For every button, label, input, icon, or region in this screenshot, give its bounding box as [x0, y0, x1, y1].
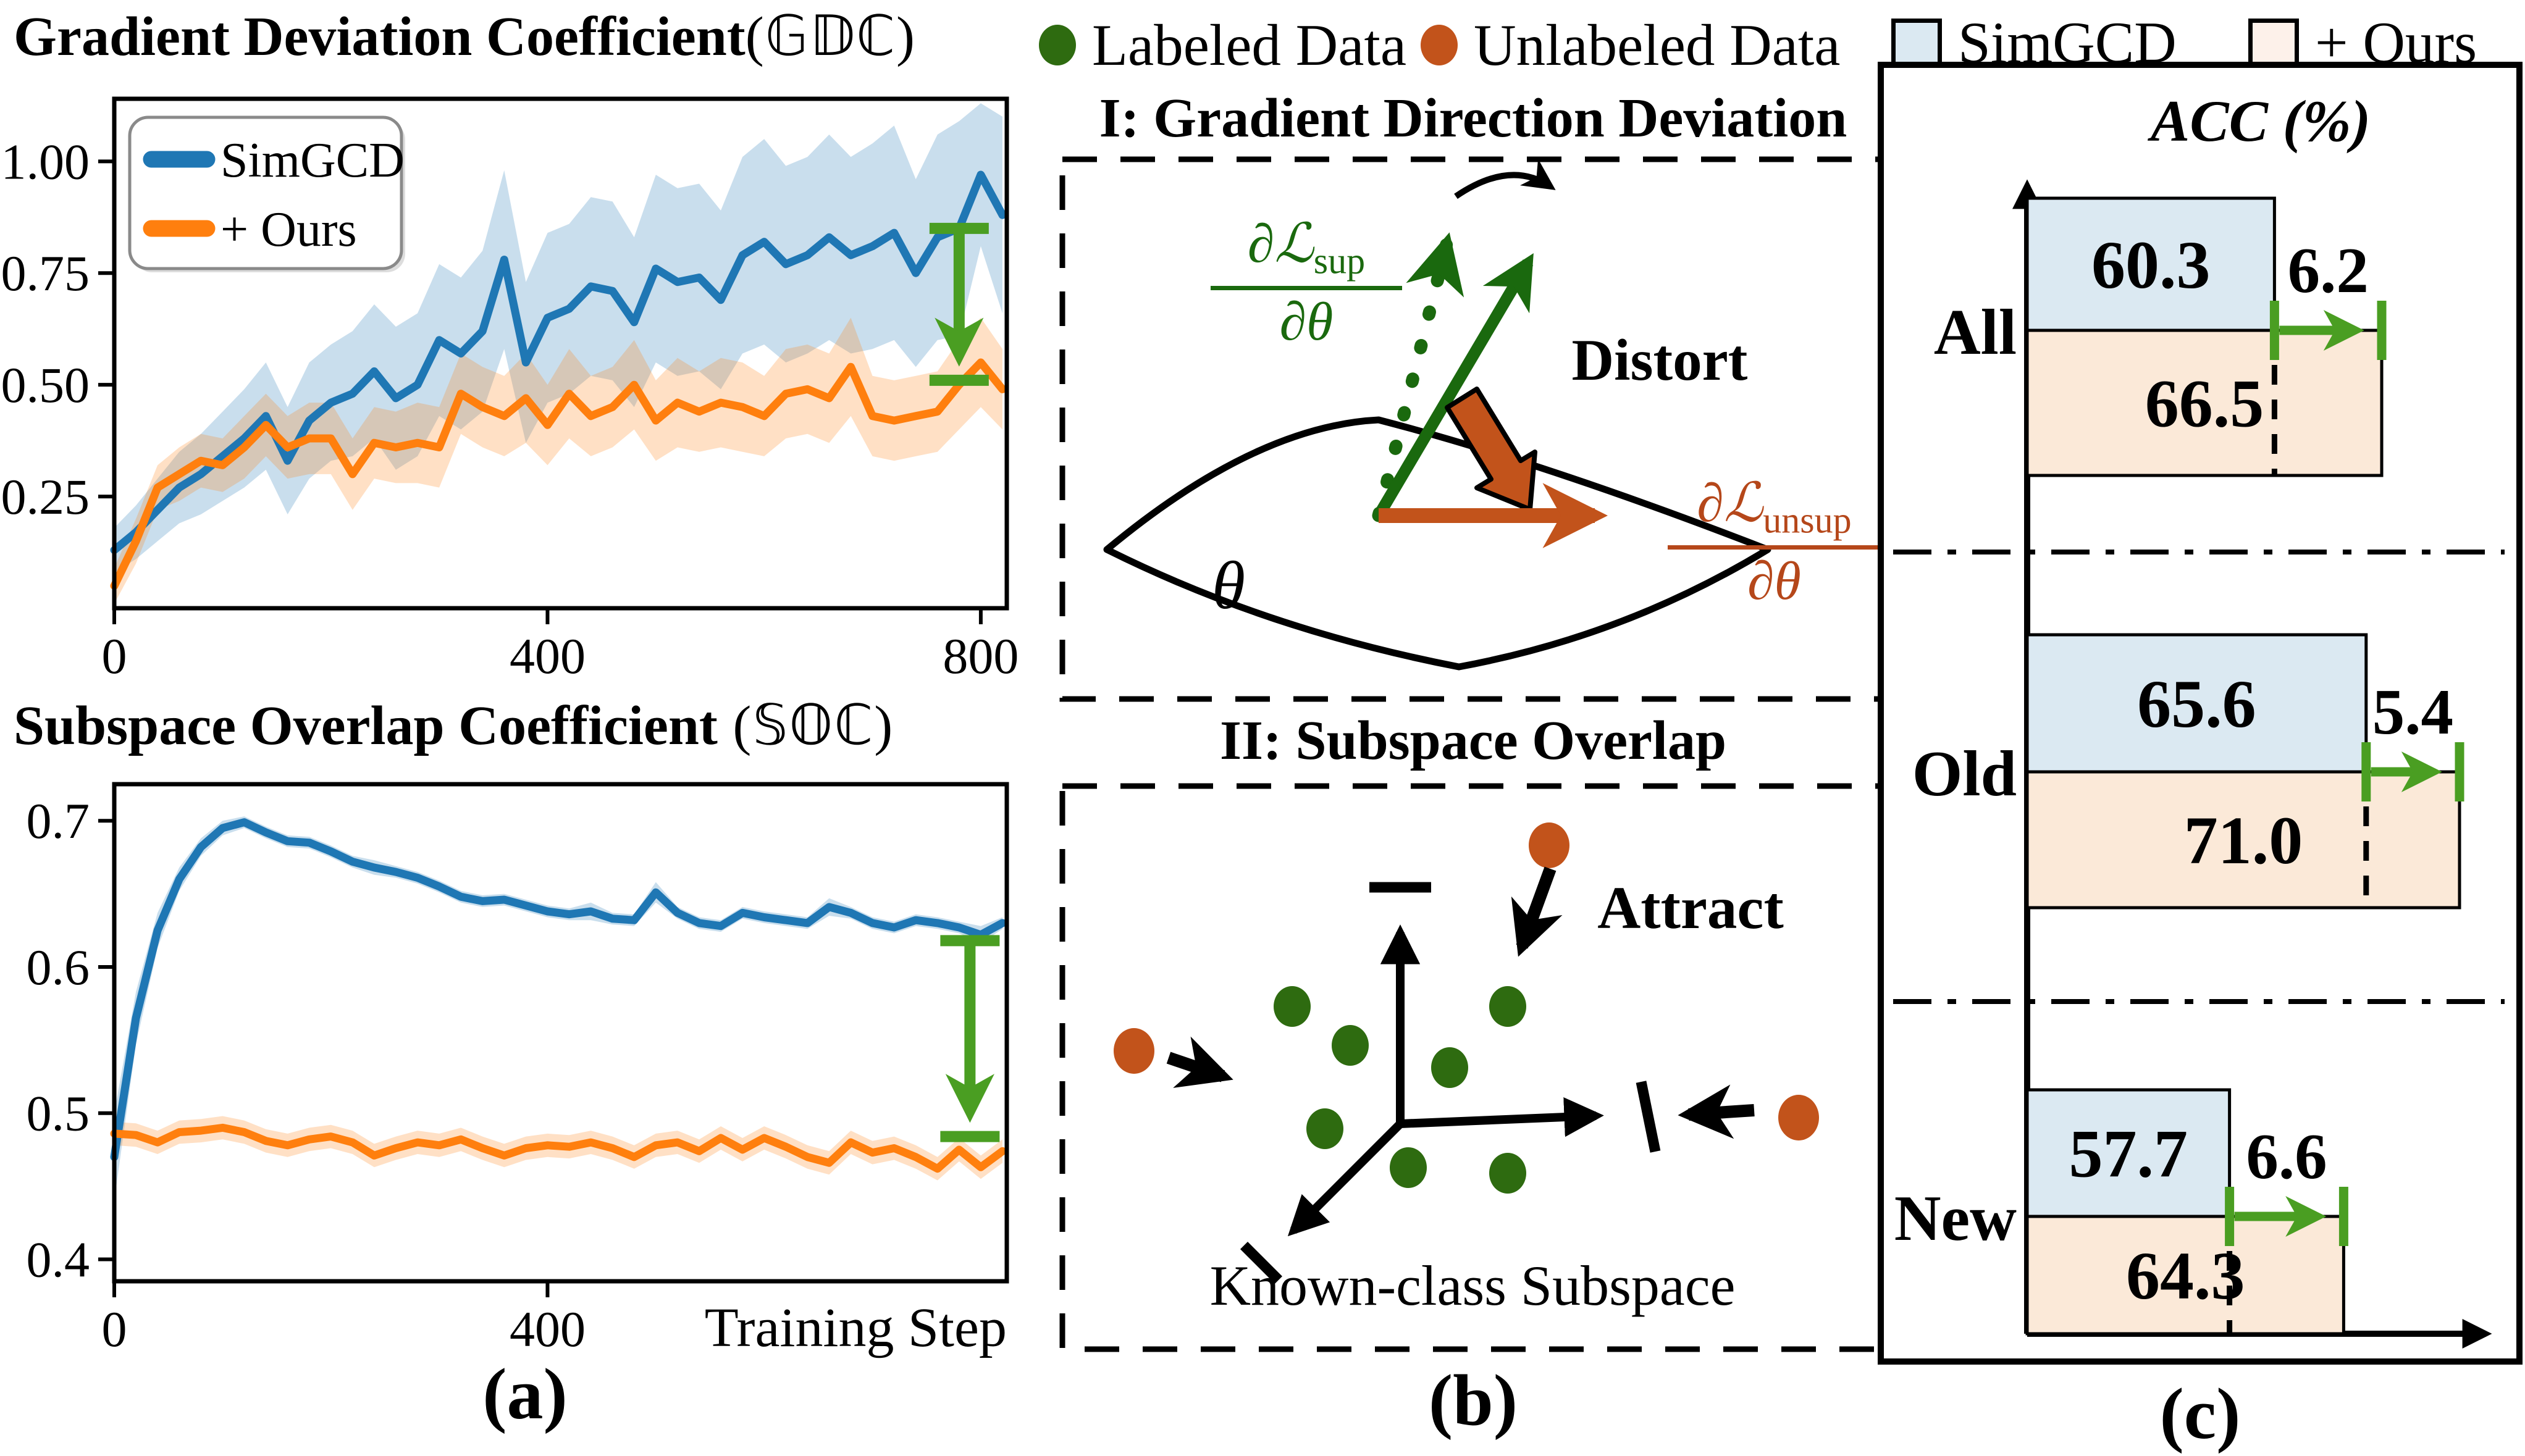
theta-label: θ — [1212, 548, 1245, 623]
y-tick-label: 0.7 — [27, 793, 90, 849]
x-tick-label: 400 — [510, 1301, 586, 1357]
y-tick-label: 0.4 — [27, 1231, 90, 1287]
acc-bar-chart: ACC (%) 60.3 66.5 All 6.2 65.6 71.0 — [1893, 88, 2505, 1349]
caption-c: (c) — [2159, 1373, 2241, 1454]
line-SimGCD — [110, 170, 1007, 554]
unlabeled-data-points — [1114, 822, 1819, 1140]
caption-b: (b) — [1428, 1360, 1518, 1441]
unsup-gradient-fraction: ∂ℒunsup ∂θ — [1668, 475, 1881, 610]
caption-a: (a) — [482, 1353, 568, 1434]
x-tick-label: 0 — [102, 628, 127, 684]
category-label-Old: Old — [1912, 737, 2017, 810]
acc-bar-chart-frame: ACC (%) 60.3 66.5 All 6.2 65.6 71.0 — [1878, 62, 2523, 1365]
chart-legend: SimGCD + Ours — [128, 115, 405, 272]
gradient-deviation-diagram: θ Distort — [1059, 156, 1886, 702]
gap-annotation-arrow — [929, 222, 989, 386]
value-ours-All: 66.5 — [2145, 366, 2264, 441]
acc-axis-title: ACC (%) — [2148, 88, 2371, 154]
y-tick-label: 0.25 — [1, 469, 90, 525]
band-+ Ours — [114, 317, 1002, 604]
plot-border — [112, 782, 1009, 1284]
y-tick-label: 0.50 — [1, 357, 90, 413]
bar-ours-All — [2025, 328, 2384, 477]
x-tick-label: 800 — [943, 628, 1019, 684]
y-tick-label: 0.5 — [27, 1086, 90, 1142]
value-simgcd-New: 57.7 — [2069, 1116, 2188, 1192]
gain-label-New: 6.6 — [2246, 1120, 2327, 1192]
value-simgcd-All: 60.3 — [2091, 227, 2211, 303]
legend-item-unlabeled-data: Unlabeled Data — [1421, 11, 1840, 79]
x-axis-label: Training Step — [705, 1297, 1007, 1358]
gain-label-All: 6.2 — [2288, 234, 2369, 306]
labeled-data-dot-icon — [1039, 25, 1076, 65]
line-+ Ours — [110, 1123, 1007, 1173]
sup-gradient-fraction: ∂ℒsup ∂θ — [1211, 215, 1402, 351]
value-ours-New: 64.3 — [2126, 1238, 2245, 1313]
chart-legend-label: SimGCD — [221, 133, 405, 188]
distort-thick-arrow — [1445, 387, 1537, 512]
value-ours-Old: 71.0 — [2184, 803, 2303, 878]
subspace-axes — [1240, 882, 1661, 1284]
known-class-subspace-label: Known-class Subspace — [1210, 1254, 1736, 1317]
parameter-manifold-shape — [1103, 416, 1771, 671]
gain-arrow-All — [2269, 301, 2387, 360]
y-tick-label: 0.6 — [27, 939, 90, 995]
y-tick-label: 1.00 — [1, 133, 90, 190]
rotation-arc-arrow — [1454, 159, 1556, 199]
gain-label-Old: 5.4 — [2372, 676, 2453, 748]
gain-arrow-Old — [2361, 742, 2464, 801]
distort-label: Distort — [1572, 327, 1748, 393]
subspace-overlap-diagram: Attract Known-class Subspace — [1059, 783, 1886, 1352]
band-SimGCD — [114, 103, 1002, 573]
legend-label: Unlabeled Data — [1474, 12, 1841, 78]
plot-border — [112, 96, 1009, 611]
diagram2-heading: II: Subspace Overlap — [1219, 710, 1727, 771]
gain-arrow-New — [2225, 1187, 2348, 1246]
bar-simgcd-Old — [2025, 633, 2368, 774]
legend-item-labeled-data: Labeled Data — [1039, 11, 1406, 79]
attract-label: Attract — [1597, 875, 1784, 941]
line-SimGCD — [110, 818, 1007, 1161]
line-+ Ours — [110, 358, 1007, 590]
soc-chart-title: Subspace Overlap Coefficient (𝕊𝕆ℂ) — [14, 695, 894, 756]
unlabeled-data-dot-icon — [1421, 25, 1458, 65]
gap-annotation-arrow — [940, 935, 1000, 1142]
labeled-data-points — [1274, 986, 1526, 1194]
category-label-New: New — [1894, 1182, 2017, 1254]
chart-legend-label: + Ours — [221, 203, 357, 257]
diagram1-heading: I: Gradient Direction Deviation — [1099, 88, 1847, 149]
y-tick-label: 0.75 — [1, 245, 90, 301]
x-tick-label: 0 — [102, 1301, 127, 1357]
sup-gradient-arrow — [1373, 253, 1534, 519]
simgcd-swatch-icon — [1891, 19, 1942, 67]
gdc-line-chart: 0.25 0.50 0.75 1.00 0 400 800 SimGCD + O… — [1, 96, 1019, 684]
gdc-chart-title: Gradient Deviation Coefficient(𝔾𝔻ℂ) — [14, 6, 916, 67]
attract-arrows — [1166, 866, 1755, 1139]
sup-gradient-dashed-arrow — [1372, 232, 1464, 522]
soc-line-chart: 0.4 0.5 0.6 0.7 0 400 Training Step — [27, 782, 1009, 1358]
value-simgcd-Old: 65.6 — [2137, 666, 2256, 742]
x-tick-label: 400 — [510, 628, 586, 684]
category-label-All: All — [1934, 296, 2017, 368]
bar-ours-Old — [2025, 770, 2461, 910]
ours-swatch-icon — [2248, 19, 2299, 67]
legend-label: Labeled Data — [1092, 12, 1407, 78]
